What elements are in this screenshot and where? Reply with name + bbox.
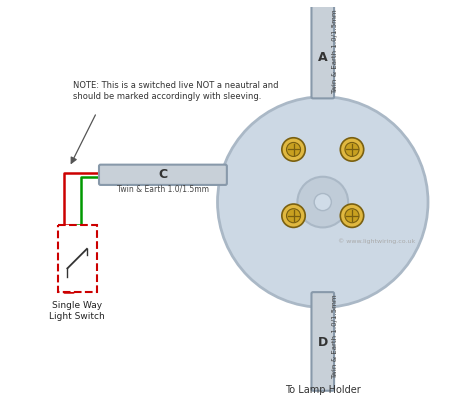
Circle shape	[314, 193, 331, 211]
Text: To Lamp Holder: To Lamp Holder	[285, 385, 361, 395]
Circle shape	[282, 138, 305, 161]
Circle shape	[286, 209, 301, 223]
Text: Twin & Earth 1.0/1.5mm: Twin & Earth 1.0/1.5mm	[117, 185, 209, 193]
Circle shape	[345, 143, 359, 156]
FancyBboxPatch shape	[311, 6, 334, 98]
Circle shape	[218, 97, 428, 307]
Circle shape	[286, 143, 301, 156]
FancyBboxPatch shape	[311, 292, 334, 391]
Text: Single Way
Light Switch: Single Way Light Switch	[49, 301, 105, 321]
Text: D: D	[318, 336, 328, 349]
Circle shape	[340, 138, 364, 161]
Text: Twin & Earth 1.0/1.5mm: Twin & Earth 1.0/1.5mm	[333, 294, 338, 379]
FancyBboxPatch shape	[58, 225, 97, 292]
Circle shape	[297, 177, 348, 227]
Circle shape	[345, 209, 359, 223]
Text: Twin & Earth 1.0/1.5mm: Twin & Earth 1.0/1.5mm	[333, 10, 338, 94]
Circle shape	[282, 204, 305, 227]
Text: © www.lightwiring.co.uk: © www.lightwiring.co.uk	[338, 238, 416, 244]
FancyBboxPatch shape	[99, 165, 227, 185]
Text: NOTE: This is a switched live NOT a neautral and
should be marked accordingly wi: NOTE: This is a switched live NOT a neau…	[73, 81, 279, 100]
Circle shape	[340, 204, 364, 227]
Text: A: A	[318, 51, 328, 64]
Text: C: C	[158, 168, 167, 181]
